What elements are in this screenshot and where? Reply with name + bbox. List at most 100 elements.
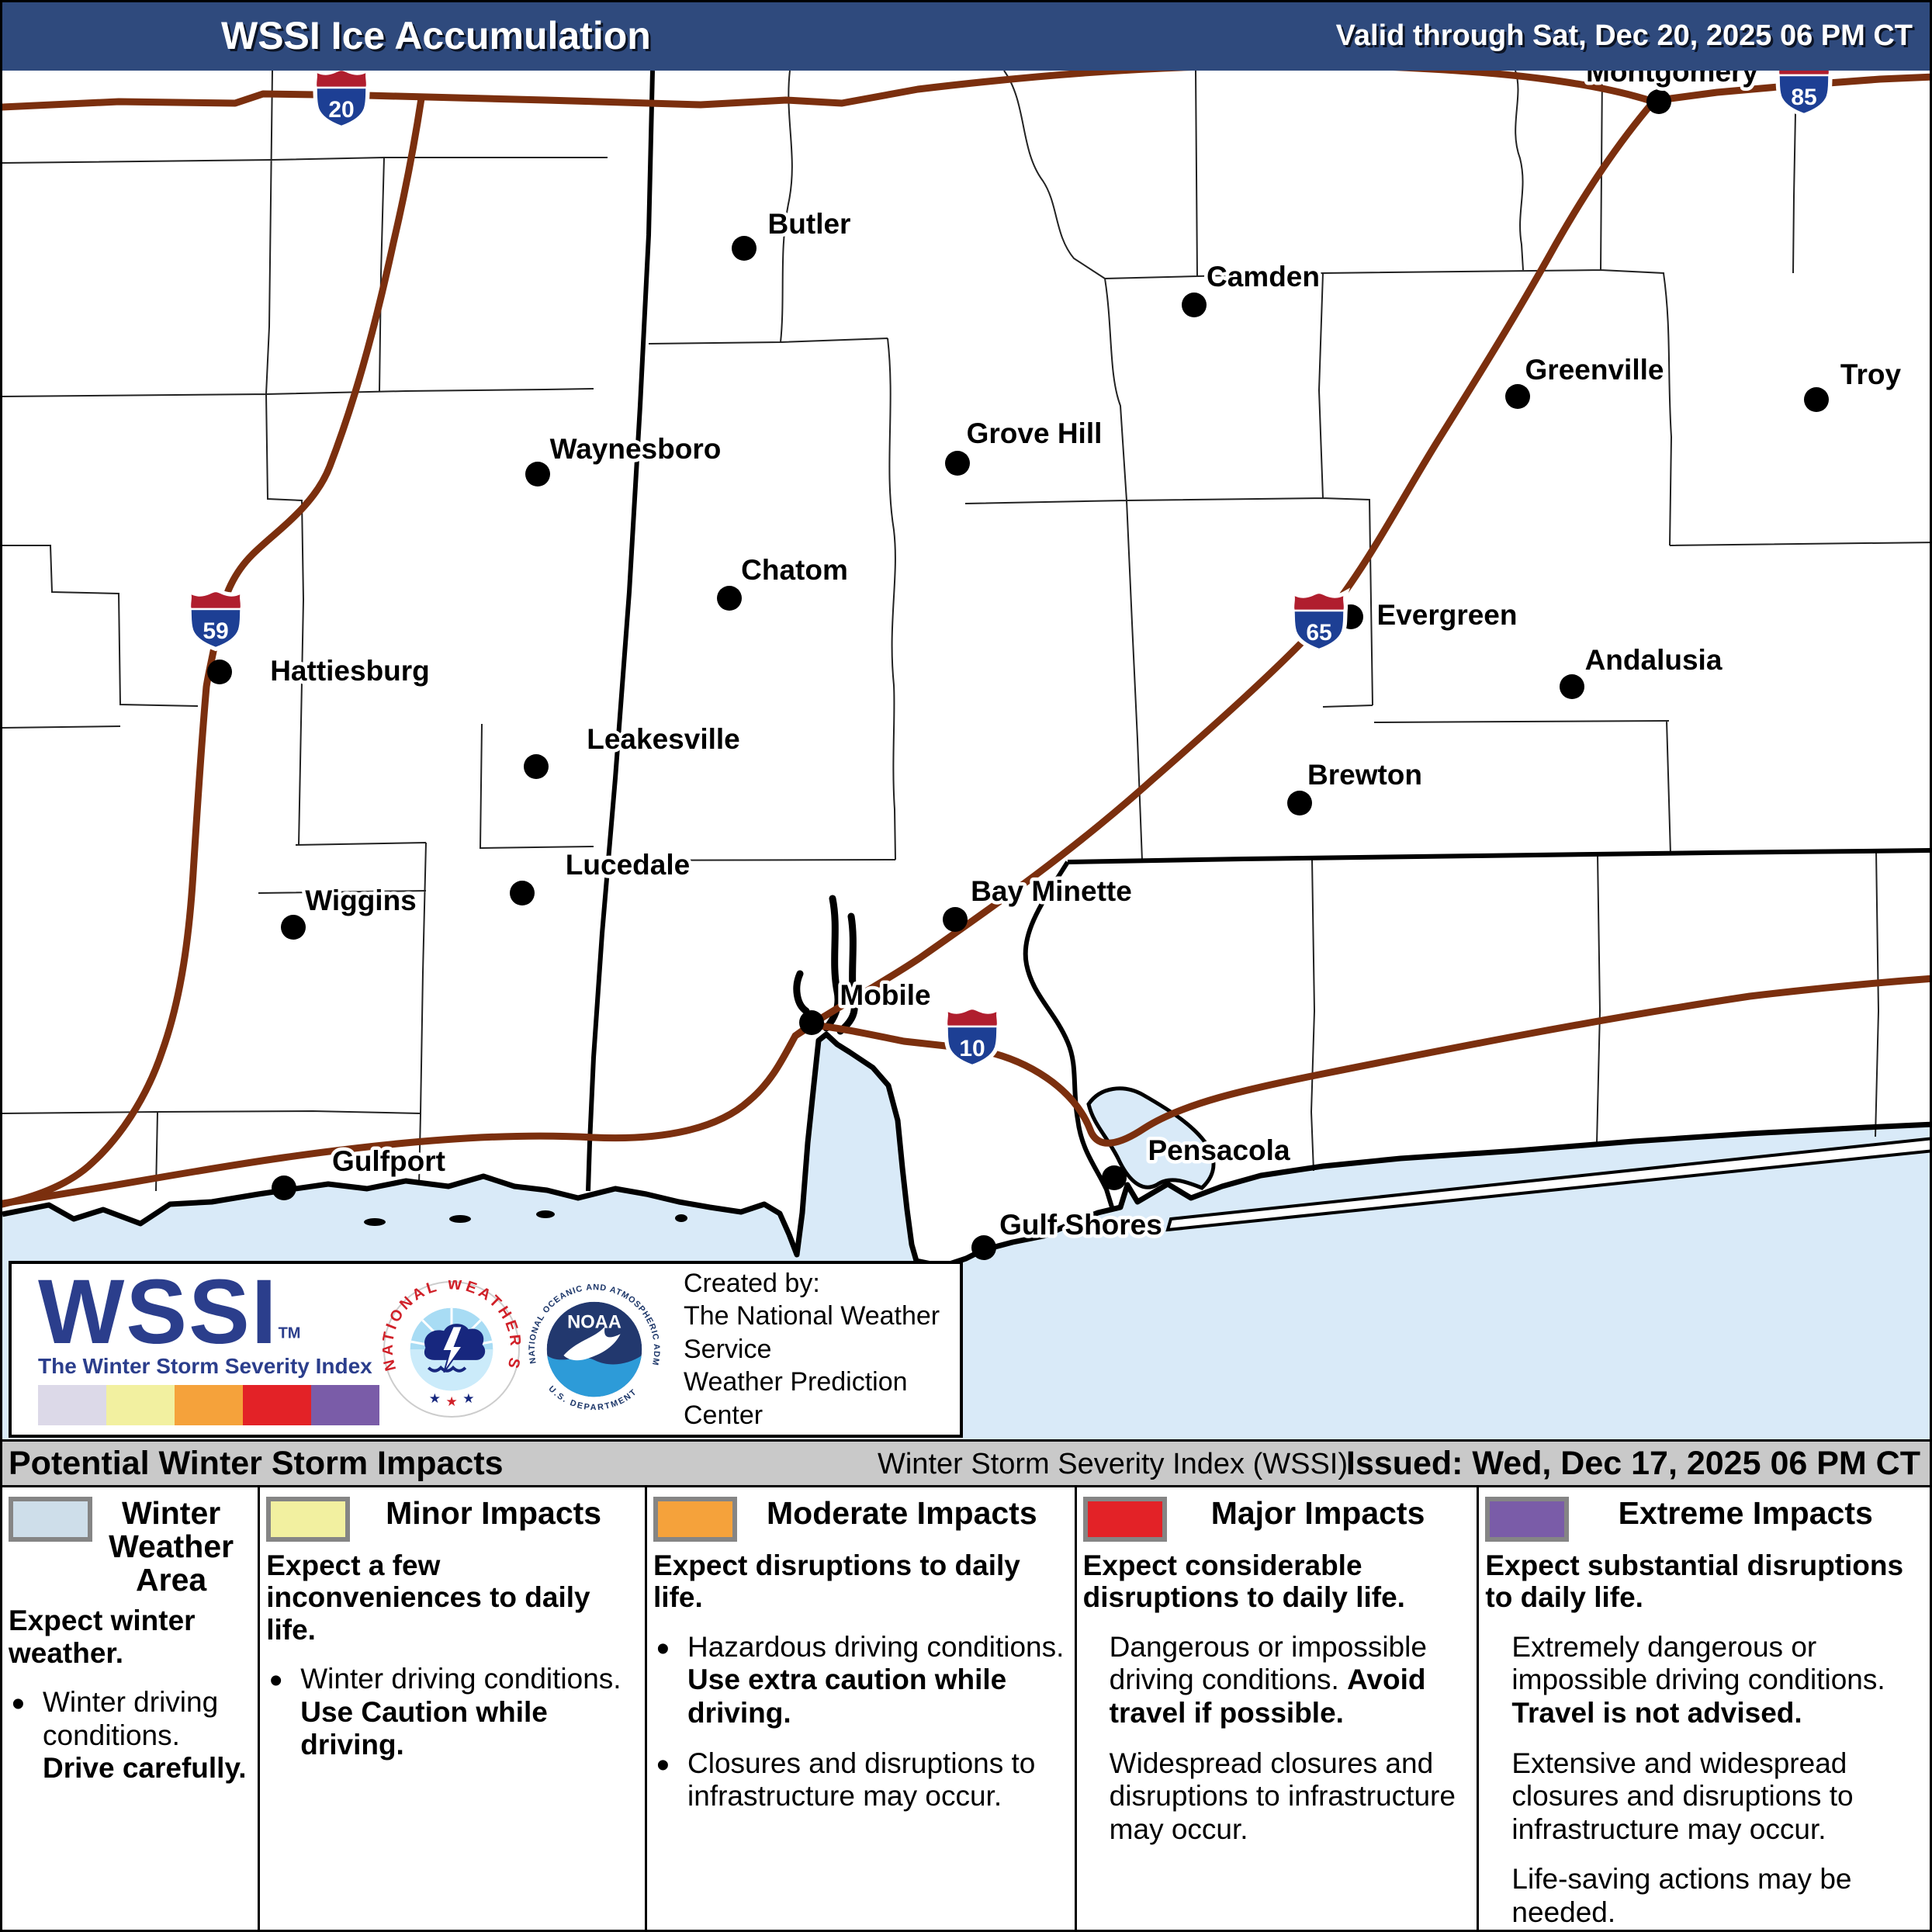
legend-item-extreme-impacts-1: Extensive and widespread closures and di… <box>1511 1747 1854 1845</box>
city-label-camden: Camden <box>1207 261 1320 293</box>
county-borders-ms <box>2 70 608 1192</box>
legend-swatch-minor-impacts <box>266 1497 351 1542</box>
legend-item-extreme-impacts-0: Extremely dangerous or impossible drivin… <box>1511 1630 1885 1729</box>
legend-intro-major-impacts: Expect considerable disruptions to daily… <box>1082 1549 1405 1614</box>
legend-item-minor-impacts-0: Winter driving conditions. Use Caution w… <box>266 1660 637 1762</box>
county-borders-al <box>593 70 1930 861</box>
issued-timestamp: Issued: Wed, Dec 17, 2025 06 PM CT <box>1345 1445 1920 1482</box>
city-dot-greenville <box>1505 384 1530 409</box>
city-label-bay-minette: Bay Minette <box>971 875 1132 907</box>
legend-title-winter-weather-area: Winter Weather Area <box>109 1495 234 1598</box>
legend-header-extreme-impacts: Extreme Impacts <box>1485 1495 1922 1542</box>
city-dot-chatom <box>717 586 742 611</box>
city-label-greenville: Greenville <box>1525 354 1664 386</box>
city-label-wiggins: Wiggins <box>305 885 417 916</box>
city-dot-gulfport <box>272 1175 296 1200</box>
legend-title-minor-impacts: Minor Impacts <box>386 1495 602 1531</box>
city-dot-gulf-shores <box>971 1235 996 1260</box>
city-dot-lucedale <box>510 881 535 905</box>
legend-item-extreme-impacts-2: Life-saving actions may be needed. <box>1511 1863 1852 1928</box>
impacts-title-bar: Potential Winter Storm Impacts Winter St… <box>2 1439 1930 1487</box>
noaa-emblem-art <box>546 1301 642 1397</box>
legend-title-major-impacts: Major Impacts <box>1210 1495 1425 1531</box>
city-label-lucedale: Lucedale <box>566 849 690 881</box>
legend-swatch-major-impacts <box>1082 1497 1167 1542</box>
city-label-chatom: Chatom <box>741 554 848 586</box>
wssi-tagline: The Winter Storm Severity Index <box>38 1353 372 1378</box>
nws-cloud-art <box>410 1307 493 1391</box>
shield-number: 10 <box>959 1036 985 1061</box>
header-bar: WSSI Ice Accumulation Valid through Sat,… <box>2 2 1930 71</box>
svg-text:★: ★ <box>429 1391 441 1406</box>
city-label-gulf-shores: Gulf Shores <box>999 1209 1162 1241</box>
legend-column-extreme-impacts: Extreme Impacts Expect substantial disrup… <box>1477 1487 1930 1930</box>
legend-intro-minor-impacts: Expect a few inconveniences to daily lif… <box>266 1549 590 1646</box>
city-dot-butler <box>732 236 757 261</box>
city-dot-grove-hill <box>945 451 970 476</box>
trademark-symbol: TM <box>278 1324 301 1342</box>
city-dot-andalusia <box>1560 674 1584 699</box>
impacts-title: Potential Winter Storm Impacts <box>9 1445 504 1482</box>
nws-stars: ★ ★ ★ <box>429 1391 475 1409</box>
shield-number: 20 <box>328 97 354 123</box>
legend-swatch-moderate-impacts <box>653 1497 738 1542</box>
small-islands <box>364 1210 687 1226</box>
city-dot-troy <box>1804 387 1829 412</box>
city-dot-montgomery <box>1646 89 1671 114</box>
city-dot-waynesboro <box>525 462 550 486</box>
city-label-gulfport: Gulfport <box>332 1145 445 1177</box>
legend-item-major-impacts-1: Widespread closures and disruptions to i… <box>1109 1747 1456 1845</box>
wssi-subtitle: Winter Storm Severity Index (WSSI) <box>878 1448 1349 1480</box>
created-by-line2: The National Weather Service <box>684 1301 940 1364</box>
city-dot-hattiesburg <box>207 660 232 684</box>
wssi-colorbar-segment-0 <box>38 1384 106 1425</box>
legend-item-moderate-impacts-1: Closures and disruptions to infrastructu… <box>653 1744 1067 1813</box>
county-borders-fl <box>1310 850 1880 1172</box>
legend-intro-winter-weather-area: Expect winter weather. <box>9 1605 196 1669</box>
city-label-hattiesburg: Hattiesburg <box>270 655 430 687</box>
wssi-logo-box: WSSITM The Winter Storm Severity Index N… <box>9 1261 963 1438</box>
city-label-brewton: Brewton <box>1307 759 1422 791</box>
city-dot-leakesville <box>524 754 549 779</box>
shield-number: 85 <box>1791 85 1816 110</box>
legend-title-moderate-impacts: Moderate Impacts <box>767 1495 1037 1531</box>
legend: Winter Weather Area Expect winter weather… <box>2 1487 1930 1930</box>
wssi-colorbar-segment-4 <box>311 1384 379 1425</box>
city-label-andalusia: Andalusia <box>1585 644 1723 676</box>
city-dot-mobile <box>799 1010 824 1035</box>
noaa-logo: NATIONAL OCEANIC AND ATMOSPHERIC ADMINIS… <box>526 1281 663 1418</box>
city-label-butler: Butler <box>768 208 851 240</box>
coastline <box>2 1031 1930 1269</box>
created-by-line3: Weather Prediction Center <box>684 1367 908 1430</box>
interstate-shield-i65: 65 <box>1287 587 1351 653</box>
city-label-pensacola: Pensacola <box>1148 1134 1290 1166</box>
valid-through-text: Valid through Sat, Dec 20, 2025 06 PM CT <box>1335 19 1913 52</box>
legend-header-minor-impacts: Minor Impacts <box>266 1495 637 1542</box>
legend-item-winter-weather-area-0: Winter driving conditions. Drive careful… <box>9 1683 250 1785</box>
interstate-shield-i59: 59 <box>184 586 248 652</box>
legend-header-winter-weather-area: Winter Weather Area <box>9 1495 250 1597</box>
interstate-shield-i10: 10 <box>940 1003 1004 1069</box>
city-label-leakesville: Leakesville <box>587 723 739 755</box>
legend-header-moderate-impacts: Moderate Impacts <box>653 1495 1067 1542</box>
city-dot-brewton <box>1287 791 1312 815</box>
wssi-logo-text: WSSI <box>38 1261 279 1364</box>
wssi-severity-colorbar <box>38 1384 379 1425</box>
legend-item-major-impacts-0: Dangerous or impossible driving conditio… <box>1109 1630 1427 1729</box>
legend-intro-moderate-impacts: Expect disruptions to daily life. <box>653 1549 1020 1614</box>
page-title: WSSI Ice Accumulation <box>221 14 651 57</box>
legend-swatch-extreme-impacts <box>1485 1497 1570 1542</box>
city-dot-bay-minette <box>943 907 968 932</box>
city-label-mobile: Mobile <box>840 979 930 1011</box>
interstate-shields: 20 85 59 65 10 <box>184 52 1836 1069</box>
state-borders <box>586 70 1930 1210</box>
pensacola-bay <box>1086 1086 1216 1190</box>
city-dot-wiggins <box>281 915 306 940</box>
legend-swatch-winter-weather-area <box>9 1497 92 1542</box>
barrier-island <box>1165 1137 1930 1232</box>
legend-column-winter-weather-area: Winter Weather Area Expect winter weather… <box>2 1487 258 1930</box>
noaa-label: NOAA <box>567 1312 621 1332</box>
svg-text:★: ★ <box>445 1394 457 1409</box>
legend-item-moderate-impacts-0: Hazardous driving conditions. Use extra … <box>653 1628 1067 1730</box>
